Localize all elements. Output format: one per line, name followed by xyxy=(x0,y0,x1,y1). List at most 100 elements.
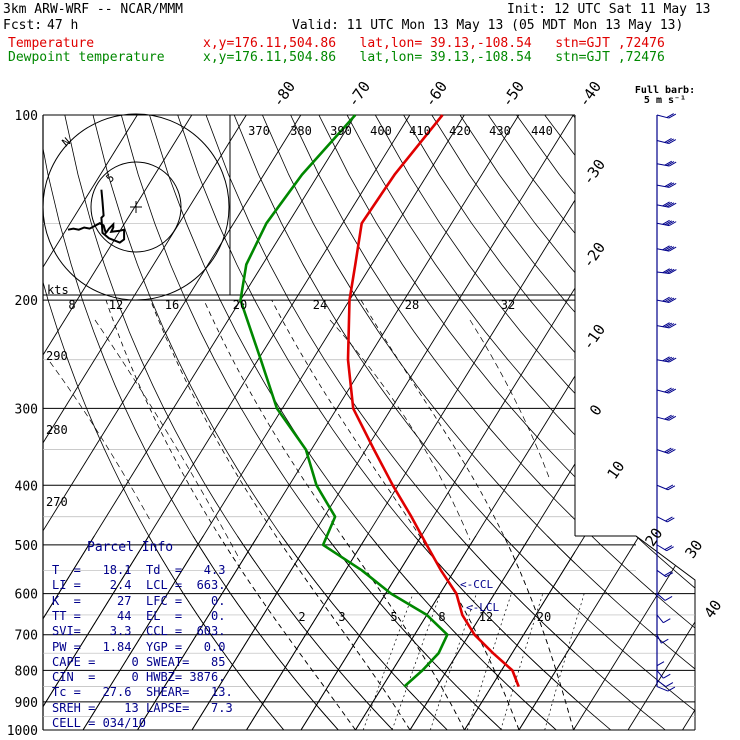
wind-barb-flag xyxy=(666,268,675,274)
wind-barb-flag xyxy=(668,415,677,421)
dewpoint-legend: Dewpoint temperature xyxy=(8,50,165,65)
pressure-tick-label: 500 xyxy=(15,539,38,554)
wind-barb-flag xyxy=(664,268,673,274)
wind-barb-flag xyxy=(663,618,671,624)
wind-barb xyxy=(656,593,666,601)
isotherm xyxy=(573,536,695,730)
wind-barb-flag xyxy=(665,516,673,522)
parcel-info-value: HWBZ= 3876. xyxy=(146,670,226,685)
theta-label: 420 xyxy=(449,124,471,138)
parcel-info-value: CAPE = 0 xyxy=(52,654,139,669)
parcel-info-value: LCL = 663. xyxy=(146,578,226,593)
isotherm xyxy=(191,536,574,730)
parcel-info-value: EL = 0. xyxy=(146,608,226,623)
isotherm-label: 20 xyxy=(641,525,666,550)
parcel-info-value: LI = 2.4 xyxy=(52,578,132,593)
wind-barb-flag xyxy=(666,220,675,226)
wind-barb-flag xyxy=(664,201,673,207)
pressure-tick-label: 100 xyxy=(15,109,38,124)
model-title: 3km ARW-WRF -- NCAR/MMM xyxy=(3,2,184,17)
isotherm-label: 40 xyxy=(700,597,725,622)
hodograph-trace xyxy=(67,189,126,244)
hodograph-ring-label: 5 xyxy=(104,171,117,185)
forecast-label: Fcst: xyxy=(3,18,43,33)
mixing-ratio-label: 12 xyxy=(479,610,493,624)
isotherm-label: -20 xyxy=(579,239,609,272)
wind-barb-flag xyxy=(665,682,674,688)
parcel-info-value: CIN = 0 xyxy=(52,670,139,685)
dry-adiabat xyxy=(205,536,666,730)
pressure-tick-label: 800 xyxy=(15,664,38,679)
dry-adiabat xyxy=(205,115,575,654)
theta-label: 410 xyxy=(409,124,431,138)
wind-barb-flag xyxy=(666,138,674,144)
mixing-ratio-line xyxy=(362,593,414,730)
isotherm-label: -30 xyxy=(579,156,609,189)
parcel-info-value: Td = 4.3 xyxy=(146,563,226,577)
dry-adiabat xyxy=(120,536,503,730)
isotherm-label: -70 xyxy=(344,78,374,111)
speed-label: 24 xyxy=(313,298,327,312)
wind-barb-flag xyxy=(662,201,670,207)
direction-label: 270 xyxy=(46,495,68,509)
wind-barb-flag xyxy=(666,357,675,363)
parcel-info-value: T = 18.1 xyxy=(52,563,132,577)
speed-label: 20 xyxy=(233,298,247,312)
parcel-info-value: TT = 44 xyxy=(52,608,132,623)
mixing-ratio-label: 5 xyxy=(390,610,397,624)
wind-barb-flag xyxy=(668,221,677,227)
level-annotation: <-CCL xyxy=(460,578,493,591)
wind-legend-title: Full barb: xyxy=(635,85,695,96)
isotherm xyxy=(682,536,695,730)
mixing-ratio-label: 8 xyxy=(438,610,445,624)
theta-label: 440 xyxy=(531,124,553,138)
dry-adiabat xyxy=(318,115,575,478)
wind-barb-flag xyxy=(664,297,673,303)
valid-time: Valid: 11 UTC Mon 13 May 13 (05 MDT Mon … xyxy=(292,18,684,33)
wind-barb-flag xyxy=(666,297,675,303)
parcel-info-title: Parcel Info xyxy=(87,540,174,555)
wind-barb-flag xyxy=(664,387,672,393)
wind-barb-flag xyxy=(662,356,670,362)
parcel-info-value: K = 27 xyxy=(52,593,132,608)
isotherm xyxy=(518,536,695,730)
wind-barb-flag xyxy=(663,673,671,679)
wind-barb-flag xyxy=(668,139,677,144)
isotherm xyxy=(43,115,138,268)
isotherm xyxy=(464,536,695,730)
isotherm-label: -80 xyxy=(269,78,299,111)
wind-barb-flag xyxy=(667,485,676,491)
direction-label: 290 xyxy=(46,349,68,363)
isotherm xyxy=(43,115,356,620)
wind-barb-flag xyxy=(665,572,674,578)
hodograph-outer-ring xyxy=(42,113,230,301)
wind-barb-flag xyxy=(662,322,670,328)
wind-barb-flag xyxy=(662,268,670,274)
forecast-hour: 47 h xyxy=(47,18,79,33)
lower-frame xyxy=(575,535,696,730)
mixing-ratio-label: 3 xyxy=(338,610,345,624)
isotherm-label: 30 xyxy=(681,537,706,562)
theta-label: 380 xyxy=(290,124,312,138)
wind-barb-flag xyxy=(668,298,677,303)
wind-barb-flag xyxy=(664,220,673,226)
dry-adiabat xyxy=(600,536,695,730)
wind-barb xyxy=(656,614,664,624)
pressure-tick-label: 300 xyxy=(15,402,38,417)
hodograph-speed-arc xyxy=(329,319,471,541)
parcel-info-value: SREH = 13 xyxy=(52,700,139,715)
parcel-info-value: SHEAR= 13. xyxy=(146,685,233,700)
dry-adiabat xyxy=(403,536,695,730)
wind-barb-flag xyxy=(666,323,675,328)
dry-adiabat xyxy=(487,115,575,234)
dry-adiabat xyxy=(262,536,695,730)
wind-barb-flag xyxy=(666,448,674,454)
isotherm xyxy=(43,115,302,532)
speed-label: 28 xyxy=(405,298,419,312)
wind-barb-flag xyxy=(664,182,673,188)
dry-adiabat xyxy=(459,536,695,730)
parcel-info-value: SWEAT= 85 xyxy=(146,654,226,669)
wind-barb-flag xyxy=(667,686,676,692)
wind-barb-flag xyxy=(668,388,677,394)
dry-adiabat xyxy=(262,115,575,564)
